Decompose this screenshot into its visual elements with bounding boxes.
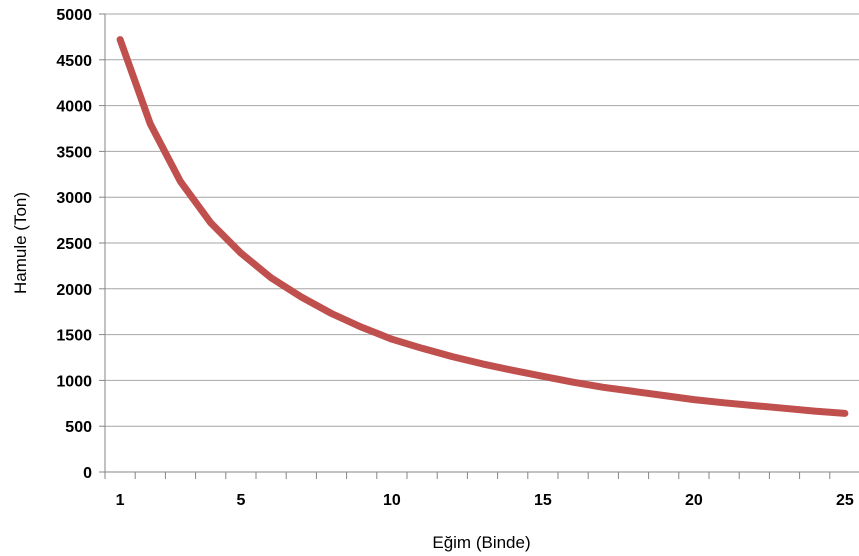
gridlines — [105, 13, 859, 427]
x-tick-label: 25 — [836, 492, 854, 509]
x-tick-label: 5 — [236, 492, 245, 509]
y-tick-label: 4500 — [56, 53, 92, 70]
series-group — [116, 36, 849, 417]
y-tick-label: 1000 — [56, 373, 92, 390]
x-axis-title: Eğim (Binde) — [432, 533, 530, 552]
y-tick-label: 2000 — [56, 282, 92, 299]
x-tick-label: 1 — [116, 492, 125, 509]
y-tick-label: 3000 — [56, 190, 92, 207]
y-tick-label: 500 — [65, 419, 92, 436]
y-tick-label: 2500 — [56, 236, 92, 253]
y-tick-label: 1500 — [56, 328, 92, 345]
y-axis-ticks: 0 500 1000 1500 2000 2500 3000 3500 4000 4500 5000 — [56, 7, 92, 482]
y-tick-label: 5000 — [56, 7, 92, 24]
axes — [99, 13, 859, 479]
y-tick-label: 3500 — [56, 144, 92, 161]
x-axis-ticks: 1 5 10 15 20 25 — [116, 492, 854, 509]
x-tick-label: 10 — [383, 492, 401, 509]
series-line — [116, 36, 849, 417]
x-tick-label: 15 — [534, 492, 552, 509]
y-tick-label: 4000 — [56, 99, 92, 116]
y-axis-title: Hamule (Ton) — [11, 192, 30, 294]
y-tick-label: 0 — [83, 465, 92, 482]
x-tick-label: 20 — [685, 492, 703, 509]
